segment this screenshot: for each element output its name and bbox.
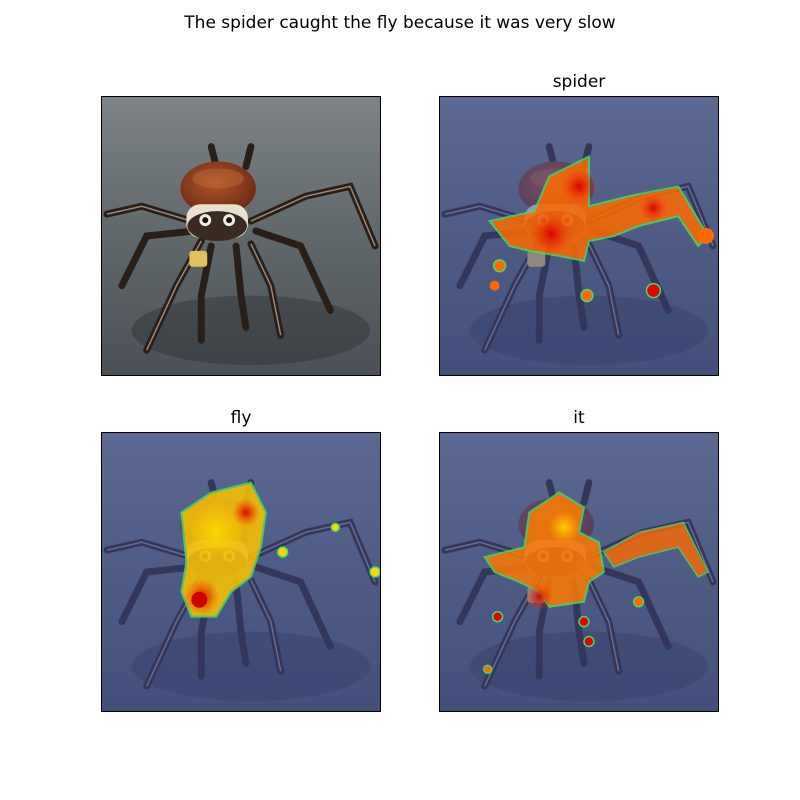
panel-original [101,96,381,376]
panel-spider [439,96,719,376]
panel-title-fly: fly [230,408,252,428]
figure-title: The spider caught the fly because it was… [184,13,616,33]
fly-heatmap [102,433,380,711]
panel-title-it: it [573,408,585,428]
panel-fly [101,432,381,712]
spider-image [102,97,380,375]
it-heatmap [440,433,718,711]
spider-heatmap [440,97,718,375]
panel-it [439,432,719,712]
heat-region-fly [180,481,380,618]
heat-region-it [482,491,710,675]
heat-region-spider [487,154,715,303]
panel-title-spider: spider [552,72,606,92]
